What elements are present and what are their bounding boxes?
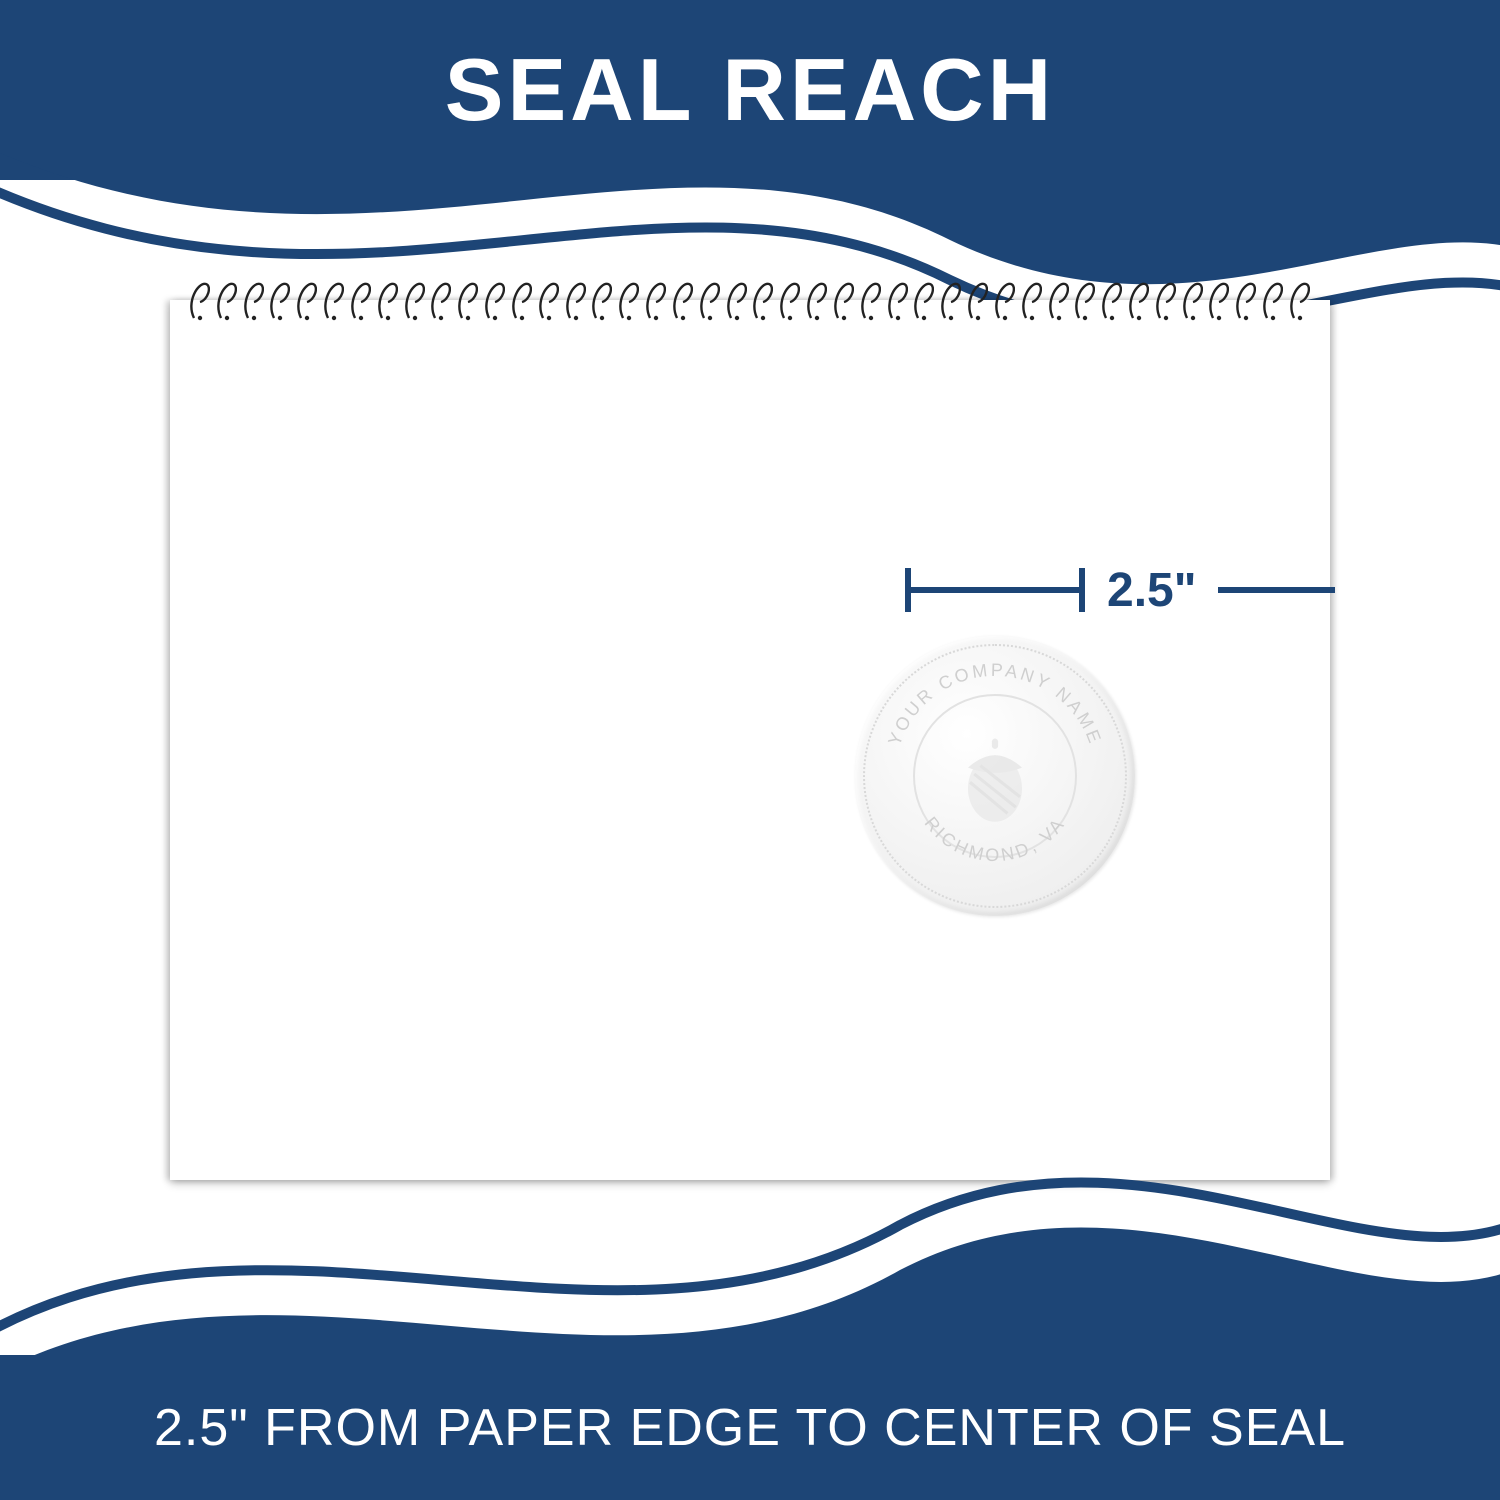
spiral-loop [270, 278, 290, 322]
spiral-loop [190, 278, 210, 322]
spiral-loop [700, 278, 720, 322]
spiral-loop [592, 278, 612, 322]
spiral-loop [244, 278, 264, 322]
spiral-loop [1049, 278, 1069, 322]
spiral-loop [807, 278, 827, 322]
spiral-loop [378, 278, 398, 322]
spiral-loop [753, 278, 773, 322]
spiral-loop [512, 278, 532, 322]
spiral-loop [646, 278, 666, 322]
spiral-loop [995, 278, 1015, 322]
spiral-loop [431, 278, 451, 322]
spiral-loop [1183, 278, 1203, 322]
spiral-loop [888, 278, 908, 322]
embossed-seal: YOUR COMPANY NAME RICHMOND, VA [855, 636, 1135, 916]
spiral-loop [1236, 278, 1256, 322]
spiral-loop [834, 278, 854, 322]
notepad [170, 300, 1330, 1180]
measurement-label: 2.5" [1107, 563, 1196, 618]
spiral-loop [217, 278, 237, 322]
header-band: SEAL REACH [0, 0, 1500, 180]
page-title: SEAL REACH [445, 39, 1055, 141]
spiral-loop [941, 278, 961, 322]
footer-caption: 2.5" FROM PAPER EDGE TO CENTER OF SEAL [154, 1398, 1346, 1458]
spiral-loop [968, 278, 988, 322]
measurement-bracket [905, 587, 1085, 593]
spiral-loop [619, 278, 639, 322]
measurement-indicator: 2.5" [905, 560, 1335, 620]
spiral-loop [914, 278, 934, 322]
spiral-loop [673, 278, 693, 322]
spiral-loop [324, 278, 344, 322]
spiral-loop [351, 278, 371, 322]
footer-band: 2.5" FROM PAPER EDGE TO CENTER OF SEAL [0, 1355, 1500, 1500]
spiral-loop [297, 278, 317, 322]
spiral-loop [1129, 278, 1149, 322]
spiral-binding [190, 278, 1310, 322]
spiral-loop [1075, 278, 1095, 322]
spiral-loop [566, 278, 586, 322]
acorn-icon [943, 724, 1047, 828]
spiral-loop [1102, 278, 1122, 322]
spiral-loop [405, 278, 425, 322]
spiral-loop [1156, 278, 1176, 322]
measurement-tail-line [1218, 587, 1335, 593]
spiral-loop [539, 278, 559, 322]
spiral-loop [727, 278, 747, 322]
spiral-loop [861, 278, 881, 322]
spiral-loop [1022, 278, 1042, 322]
spiral-loop [780, 278, 800, 322]
spiral-loop [485, 278, 505, 322]
spiral-loop [458, 278, 478, 322]
spiral-loop [1290, 278, 1310, 322]
spiral-loop [1209, 278, 1229, 322]
spiral-loop [1263, 278, 1283, 322]
